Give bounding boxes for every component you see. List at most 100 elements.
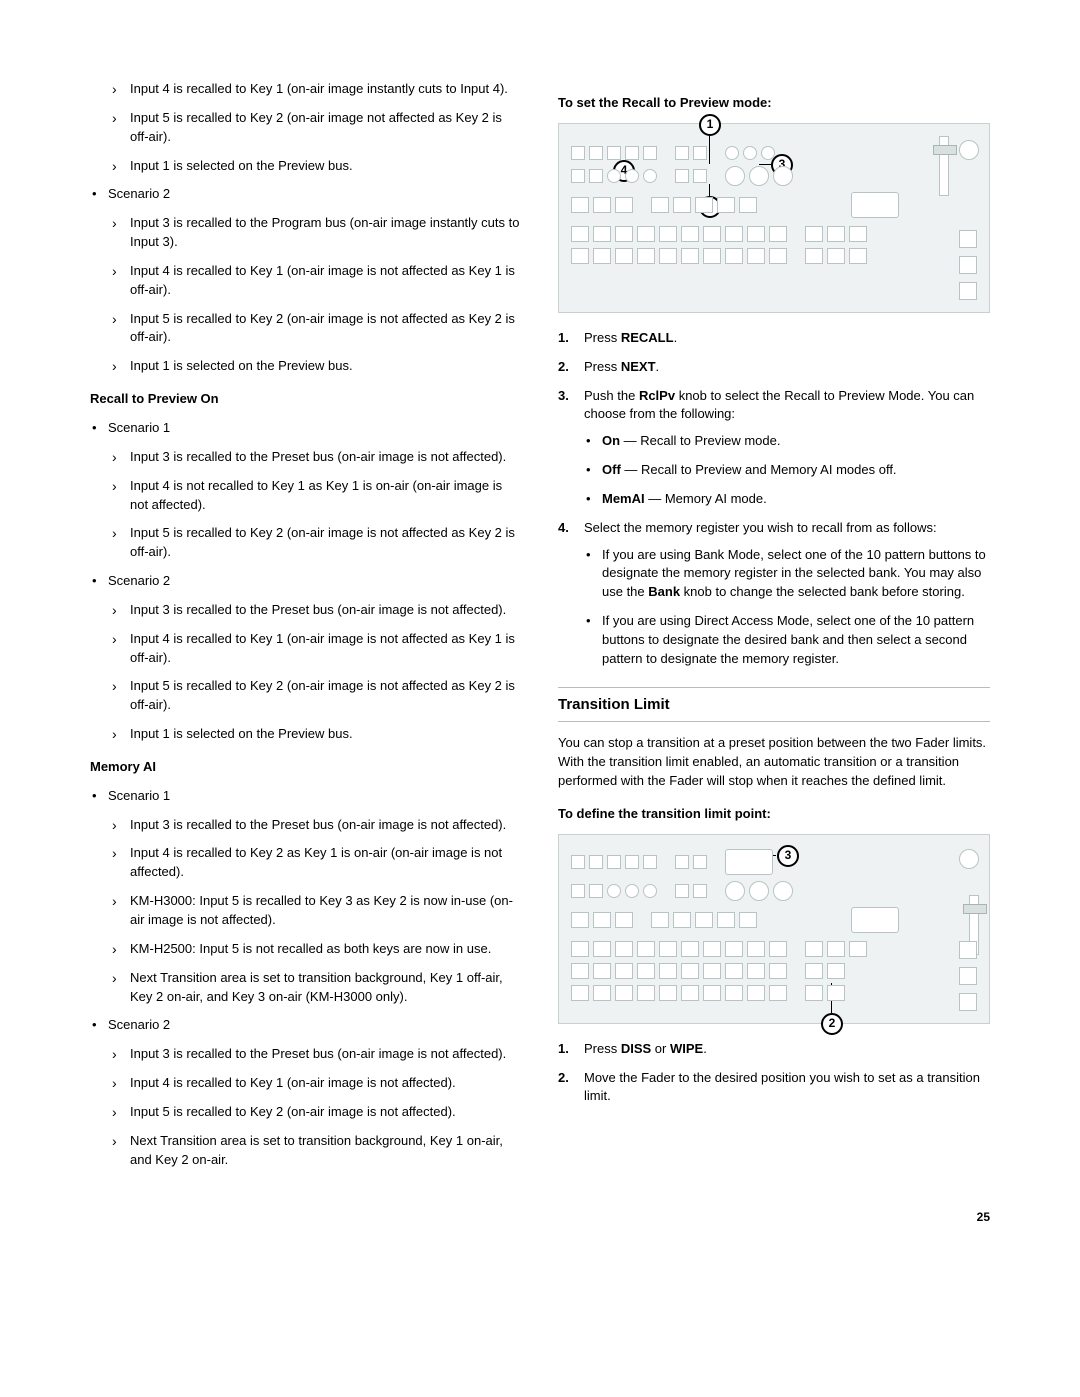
list-item: KM-H3000: Input 5 is recalled to Key 3 a… xyxy=(110,892,522,930)
panel-row xyxy=(571,146,899,160)
panel-knob xyxy=(607,884,621,898)
panel-button xyxy=(769,963,787,979)
panel-button xyxy=(593,963,611,979)
list-item: Input 5 is recalled to Key 2 (on-air ima… xyxy=(110,677,522,715)
panel-button xyxy=(695,912,713,928)
panel-button xyxy=(739,912,757,928)
option-item: If you are using Bank Mode, select one o… xyxy=(584,546,990,603)
panel-button xyxy=(659,963,677,979)
panel-button xyxy=(725,941,743,957)
step-item: 3. Push the RclPv knob to select the Rec… xyxy=(558,387,990,509)
step-number: 2. xyxy=(558,1069,569,1088)
panel-button xyxy=(643,855,657,869)
panel-button xyxy=(571,941,589,957)
option-item: MemAI — Memory AI mode. xyxy=(584,490,990,509)
panel-row xyxy=(571,226,899,242)
panel-button xyxy=(593,248,611,264)
panel-button xyxy=(651,912,669,928)
panel-button xyxy=(659,941,677,957)
panel-button xyxy=(625,855,639,869)
panel-button xyxy=(593,226,611,242)
panel-button xyxy=(959,230,977,248)
panel-row xyxy=(571,985,899,1001)
control-panel-diagram-1: 1 2 3 4 xyxy=(558,123,990,313)
panel-button xyxy=(681,941,699,957)
panel-button xyxy=(615,226,633,242)
panel-knob xyxy=(725,166,745,186)
list-item: Input 4 is recalled to Key 1 (on-air ima… xyxy=(110,80,522,99)
set-recall-head: To set the Recall to Preview mode: xyxy=(558,94,990,113)
step-number: 3. xyxy=(558,387,569,406)
panel-button xyxy=(675,855,689,869)
list-item: Next Transition area is set to transitio… xyxy=(110,1132,522,1170)
panel-side-buttons xyxy=(959,941,977,1011)
transition-limit-head: Transition Limit xyxy=(558,687,990,723)
panel-button xyxy=(675,884,689,898)
panel-button xyxy=(615,248,633,264)
panel-button xyxy=(769,985,787,1001)
panel-button xyxy=(637,985,655,1001)
panel-knob xyxy=(749,881,769,901)
step-text: Push the RclPv knob to select the Recall… xyxy=(584,388,974,422)
panel-button xyxy=(703,248,721,264)
list-item: Input 4 is recalled to Key 2 as Key 1 is… xyxy=(110,844,522,882)
callout-badge: 1 xyxy=(699,114,721,136)
panel-button xyxy=(675,169,689,183)
memai-s1-list: Input 3 is recalled to the Preset bus (o… xyxy=(110,816,522,1007)
panel-knob xyxy=(761,146,775,160)
scenario-label: Scenario 2 xyxy=(90,1016,522,1035)
step-item: 1. Press DISS or WIPE. xyxy=(558,1040,990,1059)
panel-button xyxy=(693,146,707,160)
list-item: Input 3 is recalled to the Program bus (… xyxy=(110,214,522,252)
list-item: Input 3 is recalled to the Preset bus (o… xyxy=(110,448,522,467)
panel-button xyxy=(769,248,787,264)
panel-button xyxy=(769,226,787,242)
panel-button xyxy=(693,855,707,869)
panel-button xyxy=(747,941,765,957)
panel-button xyxy=(681,963,699,979)
option-item: If you are using Direct Access Mode, sel… xyxy=(584,612,990,669)
list-item: Input 1 is selected on the Preview bus. xyxy=(110,357,522,376)
panel-button xyxy=(589,884,603,898)
panel-row xyxy=(571,907,899,933)
panel-button xyxy=(739,197,757,213)
memory-ai-head: Memory AI xyxy=(90,758,522,777)
panel-jog xyxy=(959,849,979,869)
step-number: 1. xyxy=(558,1040,569,1059)
panel-button xyxy=(571,855,585,869)
panel-knob xyxy=(725,881,745,901)
panel-button xyxy=(769,941,787,957)
scenario-bullet: Scenario 2 xyxy=(90,185,522,204)
panel-button xyxy=(637,248,655,264)
panel-button xyxy=(849,226,867,242)
panel-knob xyxy=(625,169,639,183)
memai-s1-bullet: Scenario 1 xyxy=(90,787,522,806)
panel-button xyxy=(615,985,633,1001)
panel-button xyxy=(673,912,691,928)
panel-screen xyxy=(725,849,773,875)
panel-button xyxy=(805,248,823,264)
page-number: 25 xyxy=(90,1209,990,1226)
panel-button xyxy=(827,985,845,1001)
recall-preview-on-head: Recall to Preview On xyxy=(90,390,522,409)
option-list: If you are using Bank Mode, select one o… xyxy=(584,546,990,669)
list-item: Next Transition area is set to transitio… xyxy=(110,969,522,1007)
panel-row xyxy=(571,881,899,901)
panel-button xyxy=(615,941,633,957)
step-item: 2. Press NEXT. xyxy=(558,358,990,377)
panel-fader xyxy=(939,136,949,196)
panel-knob xyxy=(959,849,979,869)
rp-s1-bullet: Scenario 1 xyxy=(90,419,522,438)
panel-knob xyxy=(643,169,657,183)
panel-knob xyxy=(607,169,621,183)
panel-button xyxy=(681,226,699,242)
list-item: Input 1 is selected on the Preview bus. xyxy=(110,157,522,176)
panel-button xyxy=(651,197,669,213)
scenario2-list: Input 3 is recalled to the Program bus (… xyxy=(110,214,522,376)
step-text: Move the Fader to the desired position y… xyxy=(584,1070,980,1104)
panel-button xyxy=(703,941,721,957)
memai-s2-list: Input 3 is recalled to the Preset bus (o… xyxy=(110,1045,522,1169)
panel-button xyxy=(695,197,713,213)
step-text: Select the memory register you wish to r… xyxy=(584,520,937,535)
panel-button xyxy=(827,248,845,264)
